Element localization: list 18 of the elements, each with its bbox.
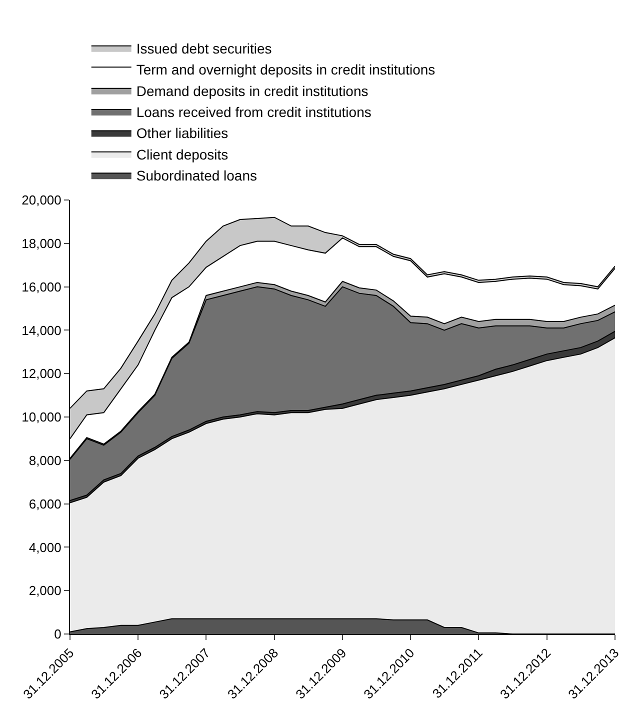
y-tick-label: 20,000 — [22, 192, 62, 208]
y-tick-label: 12,000 — [22, 366, 62, 382]
legend-label: Loans received from credit institutions — [136, 104, 372, 120]
y-tick-label: 10,000 — [22, 410, 62, 425]
legend-label: Client deposits — [136, 146, 228, 162]
legend-label: Other liabilities — [136, 125, 228, 142]
legend-label: Subordinated loans — [136, 168, 258, 184]
y-tick-label: 4,000 — [28, 540, 62, 555]
y-tick-label: 6,000 — [28, 496, 62, 512]
y-tick-label: 14,000 — [22, 322, 62, 338]
y-tick-label: 16,000 — [22, 279, 62, 294]
legend-label: Issued debt securities — [136, 40, 272, 56]
legend-label: Demand deposits in credit institutions — [136, 82, 368, 99]
legend-label: Term and overnight deposits in credit institutions — [136, 62, 436, 78]
y-tick-label: 8,000 — [28, 452, 62, 468]
y-tick-label: 18,000 — [22, 236, 62, 251]
y-tick-label: 2,000 — [28, 583, 62, 598]
y-tick-label: 0 — [54, 626, 62, 642]
